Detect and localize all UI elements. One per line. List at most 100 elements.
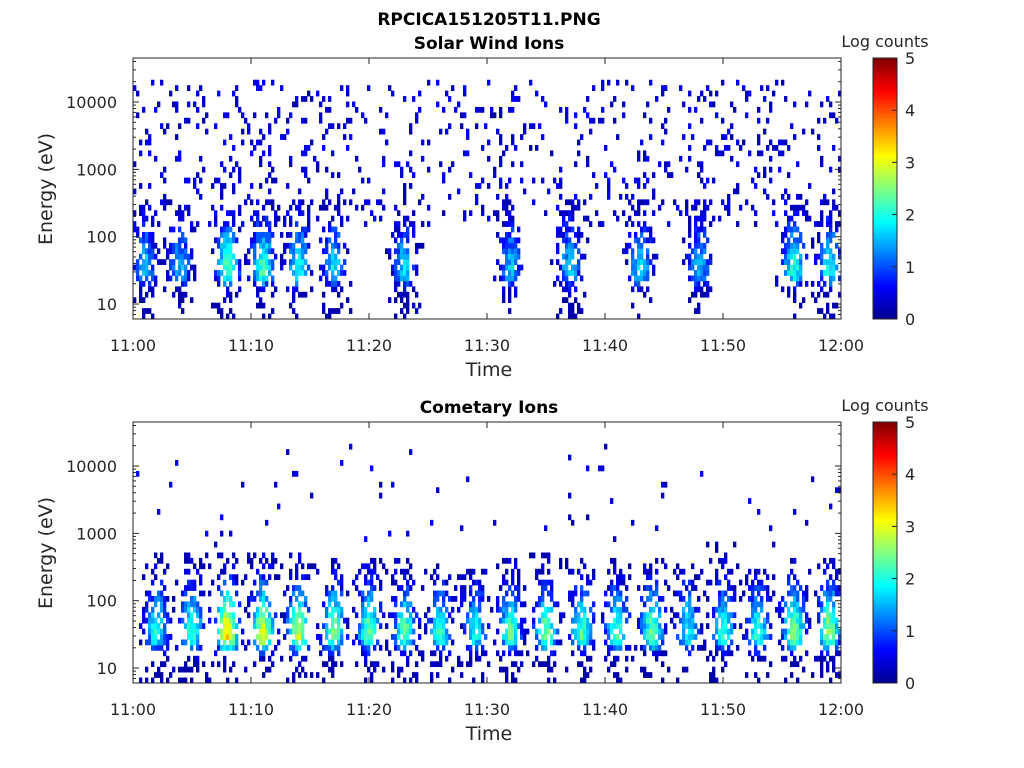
spectrogram-cell bbox=[835, 568, 839, 575]
spectrogram-cell bbox=[403, 644, 407, 651]
spectrogram-cell bbox=[226, 291, 230, 298]
spectrogram-cell bbox=[640, 275, 644, 282]
spectrogram-cell bbox=[268, 242, 272, 249]
spectrogram-cell bbox=[334, 634, 338, 640]
spectrogram-cell bbox=[475, 183, 479, 189]
spectrogram-cell bbox=[655, 639, 659, 646]
spectrogram-cell bbox=[289, 601, 293, 608]
spectrogram-cell bbox=[754, 650, 758, 657]
spectrogram-cell bbox=[781, 634, 785, 640]
spectrogram-cell bbox=[703, 639, 707, 646]
spectrogram-cell bbox=[808, 90, 812, 97]
spectrogram-cell bbox=[148, 590, 152, 597]
spectrogram-cell bbox=[580, 628, 584, 635]
spectrogram-cell bbox=[535, 574, 539, 581]
spectrogram-cell bbox=[463, 623, 467, 629]
colorbar-segment bbox=[873, 648, 897, 651]
x-tick-label: 11:10 bbox=[228, 700, 274, 719]
spectrogram-cell bbox=[661, 492, 665, 499]
spectrogram-cell bbox=[136, 112, 140, 119]
spectrogram-cell bbox=[523, 639, 527, 646]
spectrogram-cell bbox=[286, 617, 290, 624]
colorbar-segment bbox=[873, 84, 897, 87]
spectrogram-cell bbox=[379, 585, 383, 591]
colorbar-segment bbox=[873, 305, 897, 309]
spectrogram-cell bbox=[475, 623, 479, 629]
spectrogram-cell bbox=[574, 606, 578, 613]
spectrogram-cell bbox=[496, 232, 500, 238]
spectrogram-cell bbox=[385, 112, 389, 119]
spectrogram-cell bbox=[838, 628, 842, 635]
spectrogram-cell bbox=[508, 612, 512, 619]
spectrogram-cell bbox=[799, 628, 803, 635]
spectrogram-cell bbox=[370, 612, 374, 619]
spectrogram-cell bbox=[223, 661, 227, 668]
spectrogram-cell bbox=[748, 498, 752, 504]
spectrogram-cell bbox=[382, 563, 386, 570]
spectrogram-cell bbox=[622, 101, 626, 108]
spectrogram-cell bbox=[295, 275, 299, 282]
spectrogram-cell bbox=[616, 655, 620, 662]
spectrogram-cell bbox=[313, 155, 317, 162]
spectrogram-cell bbox=[787, 253, 791, 260]
spectrogram-cell bbox=[274, 117, 278, 124]
spectrogram-cell bbox=[229, 226, 233, 233]
spectrogram-cell bbox=[481, 585, 485, 591]
spectrogram-cell bbox=[685, 617, 689, 624]
spectrogram-cell bbox=[592, 617, 596, 624]
spectrogram-cell bbox=[298, 672, 302, 678]
spectrogram-cell bbox=[658, 204, 662, 211]
spectrogram-cell bbox=[148, 617, 152, 624]
spectrogram-cell bbox=[250, 199, 254, 206]
spectrogram-cell bbox=[574, 628, 578, 635]
spectrogram-cell bbox=[367, 596, 371, 602]
spectrogram-cell bbox=[544, 661, 548, 668]
spectrogram-cell bbox=[610, 606, 614, 613]
spectrogram-cell bbox=[688, 275, 692, 282]
spectrogram-cell bbox=[835, 487, 839, 494]
spectrogram-cell bbox=[133, 297, 137, 304]
spectrogram-cell bbox=[214, 302, 218, 309]
spectrogram-cell bbox=[616, 574, 620, 581]
spectrogram-cell bbox=[166, 655, 170, 662]
spectrogram-cell bbox=[619, 677, 623, 684]
spectrogram-cell bbox=[748, 150, 752, 157]
spectrogram-cell bbox=[646, 259, 650, 265]
spectrogram-cell bbox=[514, 557, 518, 564]
colorbar-segment bbox=[873, 114, 897, 118]
spectrogram-cell bbox=[754, 672, 758, 678]
spectrogram-cell bbox=[472, 628, 476, 635]
spectrogram-cell bbox=[385, 139, 389, 146]
spectrogram-cell bbox=[568, 237, 572, 244]
spectrogram-cell bbox=[364, 639, 368, 646]
spectrogram-cell bbox=[271, 177, 275, 184]
spectrogram-cell bbox=[832, 199, 836, 206]
spectrogram-cell bbox=[145, 677, 149, 684]
spectrogram-cell bbox=[223, 253, 227, 260]
spectrogram-cell bbox=[331, 623, 335, 629]
spectrogram-cell bbox=[331, 172, 335, 178]
spectrogram-cell bbox=[193, 596, 197, 602]
spectrogram-cell bbox=[619, 628, 623, 635]
spectrogram-cell bbox=[319, 639, 323, 646]
spectrogram-cell bbox=[574, 286, 578, 293]
spectrogram-cell bbox=[253, 242, 257, 249]
spectrogram-cell bbox=[694, 221, 698, 227]
spectrogram-cell bbox=[265, 237, 269, 244]
spectrogram-cell bbox=[589, 634, 593, 640]
spectrogram-cell bbox=[817, 617, 821, 624]
spectrogram-cell bbox=[610, 623, 614, 629]
spectrogram-cell bbox=[832, 557, 836, 564]
spectrogram-cell bbox=[568, 242, 572, 249]
spectrogram-cell bbox=[148, 242, 152, 249]
spectrogram-cell bbox=[583, 628, 587, 635]
spectrogram-cell bbox=[580, 557, 584, 564]
spectrogram-cell bbox=[331, 644, 335, 651]
spectrogram-cell bbox=[226, 677, 230, 684]
spectrogram-cell bbox=[721, 596, 725, 602]
spectrogram-cell bbox=[568, 308, 572, 314]
spectrogram-cell bbox=[580, 634, 584, 640]
spectrogram-cell bbox=[163, 606, 167, 613]
colorbar-segment bbox=[873, 68, 897, 72]
spectrogram-cell bbox=[709, 259, 713, 265]
